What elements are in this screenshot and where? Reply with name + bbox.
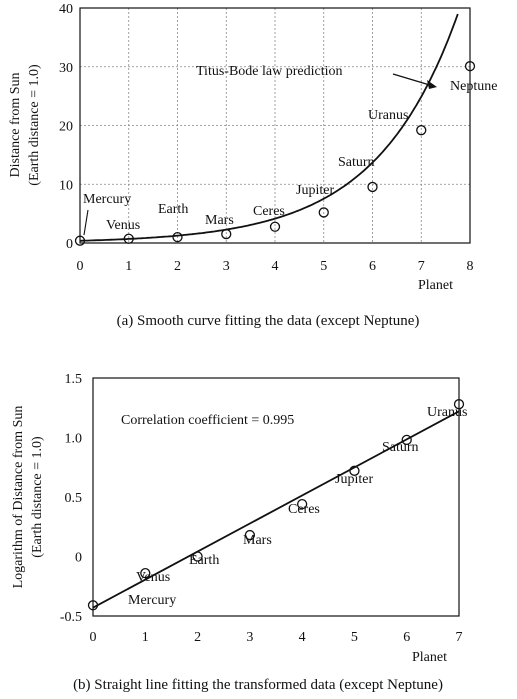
chart-b-y-tick-label: 0 [75,551,82,566]
chart-a-label-neptune: Neptune [450,79,497,94]
chart-b-x-tick-label: 7 [456,630,463,645]
chart-a-fit-curve [79,13,459,242]
chart-b-y-tick-label: 0.5 [65,491,83,506]
chart-b-label-uranus: Uranus [427,405,467,420]
chart-b-x-tick-label: 5 [351,630,358,645]
chart-a-x-tick-label: 4 [272,259,279,274]
chart-a-x-tick-label: 7 [418,259,425,274]
chart-a-curve-label: Titus-Bode law prediction [196,64,342,79]
chart-a-point-mars [221,228,232,240]
chart-b-point-earth [192,551,203,562]
chart-b-label-ceres: Ceres [288,502,320,517]
chart-b: 0 1 2 3 4 5 6 7 -0.5 0 0.5 1.0 1.5 Mercury Venus Earth… [11,372,467,693]
chart-b-point-mercury [87,600,99,611]
chart-a-label-mars: Mars [205,213,234,228]
chart-a-x-tick-label: 1 [125,259,132,274]
chart-b-y-axis-title-line1: Logarithm of Distance from Sun [11,406,26,589]
chart-a-point-saturn [367,181,378,193]
chart-a-label-saturn: Saturn [338,155,375,170]
chart-a-y-tick-label: 0 [66,237,73,252]
chart-a-plot-frame [79,7,471,244]
chart-b-point-jupiter [349,465,360,476]
chart-b-fit-line [92,410,460,609]
chart-b-label-venus: Venus [136,570,170,585]
chart-b-x-tick-label: 1 [142,630,149,645]
chart-b-y-tick-label: 1.5 [65,372,83,387]
chart-a-points [74,61,476,246]
chart-a-point-jupiter [318,207,329,218]
chart-b-x-axis-title: Planet [412,650,447,665]
chart-b-x-tick-label: 3 [246,630,253,645]
chart-b-point-uranus [453,399,465,410]
chart-b-y-tick-label: 1.0 [65,432,83,447]
chart-a-tick-labels: 0 1 2 3 4 5 6 7 8 0 10 20 30 40 [59,2,474,274]
chart-a-x-axis-title: Planet [418,278,453,293]
chart-a-mercury-pointer [83,209,89,236]
chart-b-correlation-annotation: Correlation coefficient = 0.995 [121,413,294,428]
chart-a-point-mercury [74,235,86,246]
chart-b-label-mercury: Mercury [128,593,176,608]
chart-a-y-tick-label: 40 [59,2,73,17]
chart-b-label-mars: Mars [243,533,272,548]
chart-a-x-tick-label: 0 [77,259,84,274]
chart-a-x-tick-label: 3 [223,259,230,274]
chart-a: 0 1 2 3 4 5 6 7 8 0 10 20 30 40 Mercury Venus Earth Mars… [8,2,497,329]
chart-b-y-tick-label: -0.5 [60,610,82,625]
chart-a-point-uranus [416,125,427,136]
chart-a-curve-arrow [392,73,437,89]
chart-b-tick-labels: 0 1 2 3 4 5 6 7 -0.5 0 0.5 1.0 1.5 [60,372,463,645]
chart-b-point-mars [244,529,256,541]
chart-b-points [87,399,465,611]
chart-b-caption: (b) Straight line fitting the transforme… [73,677,443,693]
chart-b-label-jupiter: Jupiter [335,472,373,487]
chart-b-point-ceres [296,498,308,510]
chart-a-label-earth: Earth [158,202,188,217]
chart-b-point-labels: Mercury Venus Earth Mars Ceres Jupiter Saturn U… [128,405,467,608]
chart-a-caption: (a) Smooth curve fitting the data (excep… [117,313,420,329]
chart-a-point-neptune [464,61,476,72]
chart-a-x-tick-label: 6 [369,259,376,274]
chart-a-label-venus: Venus [106,218,140,233]
chart-a-arrow-head [427,80,437,89]
chart-b-point-saturn [401,434,412,446]
chart-a-x-tick-label: 5 [320,259,327,274]
chart-a-y-tick-label: 20 [59,120,73,135]
chart-b-plot-frame [92,377,460,617]
chart-b-y-axis-title-line2: (Earth distance = 1.0) [30,436,45,558]
chart-a-point-venus [123,233,134,244]
chart-b-x-tick-label: 6 [403,630,410,645]
chart-b-x-tick-label: 2 [194,630,201,645]
chart-b-x-tick-label: 0 [90,630,97,645]
chart-b-label-saturn: Saturn [382,440,419,455]
chart-a-arrow-shaft [392,73,434,87]
chart-b-point-venus [140,568,151,579]
chart-a-point-labels: Mercury Venus Earth Mars Ceres Jupiter Saturn U… [83,79,497,236]
chart-a-label-jupiter: Jupiter [296,183,334,198]
chart-a-label-ceres: Ceres [253,204,285,219]
chart-b-x-tick-label: 4 [299,630,306,645]
chart-b-label-earth: Earth [189,553,219,568]
chart-a-point-earth [172,231,183,243]
chart-a-x-tick-label: 8 [467,259,474,274]
chart-a-y-axis-title-line2: (Earth distance = 1.0) [27,64,42,186]
chart-a-y-tick-label: 30 [59,61,73,76]
chart-a-label-mercury: Mercury [83,192,131,207]
chart-a-point-ceres [269,221,281,232]
chart-a-y-axis-title-line1: Distance from Sun [8,73,23,178]
chart-a-y-tick-label: 10 [59,178,73,193]
chart-a-x-tick-label: 2 [174,259,181,274]
chart-a-label-uranus: Uranus [368,108,408,123]
